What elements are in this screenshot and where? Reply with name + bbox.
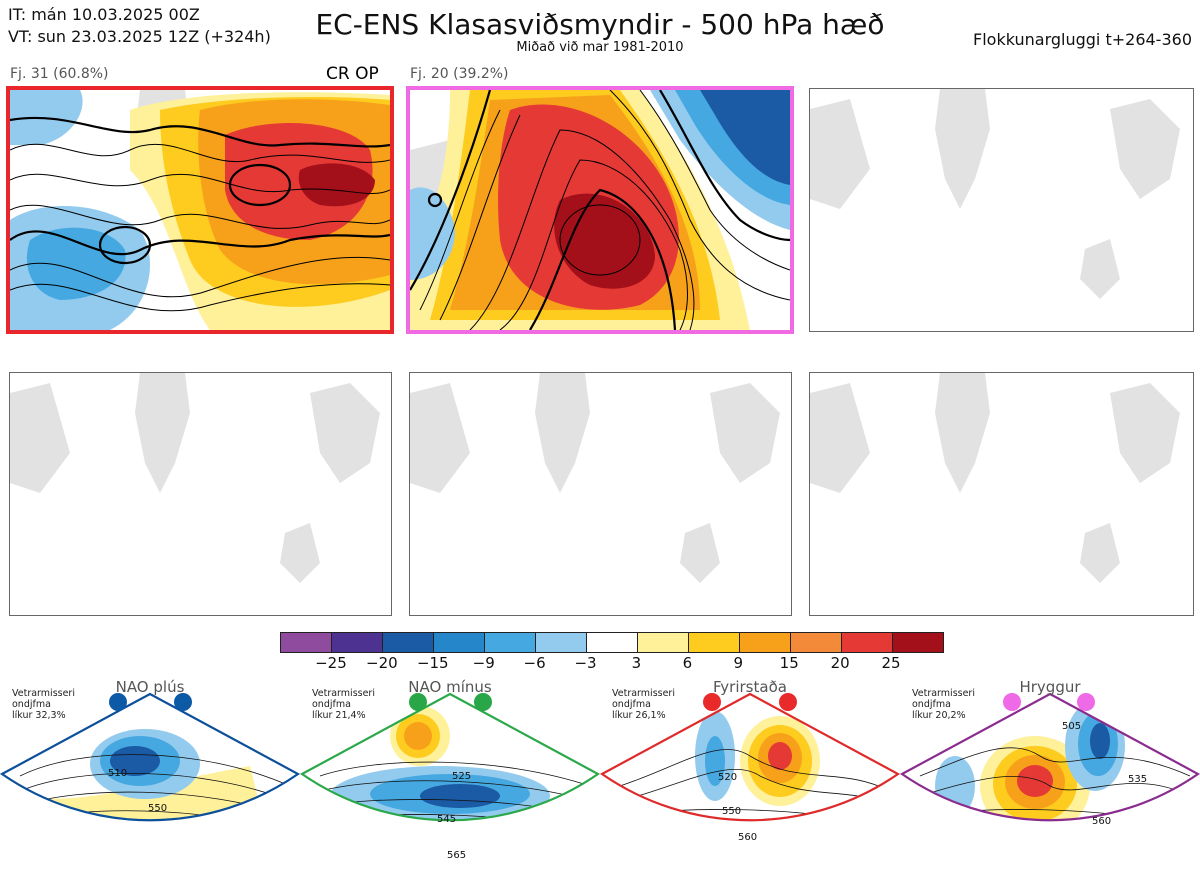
negative-anomaly-left <box>410 187 455 280</box>
regime-name: Fyrirstaða <box>713 678 787 696</box>
colorbar-tick-label: −25 <box>315 654 347 672</box>
regime-nao-plus: NAO plús Vetrarmisseri ondjfma líkur 32,… <box>0 676 300 871</box>
colorbar-tick-label: −20 <box>366 654 398 672</box>
regime-nao-minus: NAO mínus Vetrarmisseri ondjfma líkur 21… <box>300 676 600 871</box>
positive-anomaly-darkred <box>298 163 375 207</box>
colorbar-swatch <box>893 633 943 652</box>
contour-label: 560 <box>1092 816 1112 827</box>
regime-fan <box>900 692 1200 822</box>
empty-map-4 <box>809 372 1194 616</box>
regime-info: Vetrarmisseri ondjfma líkur 26,1% <box>612 688 675 721</box>
regime-info: Vetrarmisseri ondjfma líkur 21,4% <box>312 688 375 721</box>
colorbar-swatch <box>383 633 434 652</box>
contour-label: 525 <box>452 771 472 782</box>
contour-label: 560 <box>738 832 758 843</box>
cluster-2-map <box>406 86 794 334</box>
empty-map-3-land <box>410 373 780 583</box>
colorbar-swatch <box>842 633 893 652</box>
cluster-1-field <box>10 90 390 330</box>
colorbar-tick-label: −6 <box>523 654 546 672</box>
regime-name: NAO plús <box>115 678 185 696</box>
initial-time: IT: mán 10.03.2025 00Z <box>8 5 200 24</box>
regime-info: Vetrarmisseri ondjfma líkur 32,3% <box>12 688 75 721</box>
contour-label: 510 <box>108 768 128 779</box>
regime-info: Vetrarmisseri ondjfma líkur 20,2% <box>912 688 975 721</box>
contour-label: 550 <box>148 803 168 814</box>
colorbar-tick-label: 25 <box>881 654 901 672</box>
colorbar-swatch <box>587 633 638 652</box>
positive-anomaly-red <box>225 123 373 240</box>
header-info: IT: mán 10.03.2025 00Z VT: sun 23.03.202… <box>8 4 271 48</box>
colorbar-tick-label: 6 <box>682 654 693 672</box>
colorbar-swatch <box>434 633 485 652</box>
colorbar-tick-label: 15 <box>779 654 799 672</box>
contour-label: 520 <box>718 772 738 783</box>
cluster-2-label: Fj. 20 (39.2%) <box>410 66 509 82</box>
cluster-1-label: Fj. 31 (60.8%) <box>10 66 109 82</box>
contour-label: 535 <box>1128 774 1148 785</box>
colorbar-swatch <box>332 633 383 652</box>
cluster-1-map <box>6 86 394 334</box>
colorbar-tick-label: −9 <box>472 654 495 672</box>
empty-map-1 <box>809 88 1194 332</box>
page-title: EC-ENS Klasasviðsmyndir - 500 hPa hæð <box>315 8 885 41</box>
colorbar-swatch <box>791 633 842 652</box>
regime-name: Hryggur <box>1019 678 1081 696</box>
page-subtitle: Miðað við mar 1981-2010 <box>516 40 684 55</box>
empty-map-3 <box>409 372 792 616</box>
empty-map-2 <box>9 372 392 616</box>
regime-fan <box>300 692 600 822</box>
colorbar-swatch <box>281 633 332 652</box>
regime-ridge: Hryggur Vetrarmisseri ondjfma líkur 20,2… <box>900 676 1200 871</box>
empty-map-4-land <box>810 373 1180 583</box>
empty-map-2-land <box>10 373 380 583</box>
colorbar <box>280 632 944 653</box>
contour-label: 565 <box>447 850 467 861</box>
colorbar-swatch <box>638 633 689 652</box>
colorbar-swatch <box>485 633 536 652</box>
colorbar-swatch <box>536 633 587 652</box>
contour-label: 550 <box>722 806 742 817</box>
colorbar-swatch <box>740 633 791 652</box>
contour-label: 505 <box>1062 721 1082 732</box>
regime-blocking: Fyrirstaða Vetrarmisseri ondjfma líkur 2… <box>600 676 900 871</box>
regime-name: NAO mínus <box>408 678 492 696</box>
colorbar-tick-label: −3 <box>574 654 597 672</box>
colorbar-tick-label: 3 <box>631 654 642 672</box>
valid-time: VT: sun 23.03.2025 12Z (+324h) <box>8 27 271 46</box>
op-label: CR OP <box>326 64 379 84</box>
regime-fan <box>600 692 900 822</box>
empty-map-1-land <box>810 89 1180 299</box>
colorbar-tick-label: 20 <box>830 654 850 672</box>
contour-label: 545 <box>437 814 457 825</box>
colorbar-tick-label: −15 <box>416 654 449 672</box>
colorbar-swatch <box>689 633 740 652</box>
colorbar-tick-label: 9 <box>733 654 744 672</box>
regime-fan <box>0 692 300 822</box>
colorbar-ticks: −25 −20 −15 −9 −6 −3 3 6 9 15 20 25 <box>280 654 942 672</box>
negative-anomaly-darkblue <box>700 90 790 185</box>
classification-window: Flokkunargluggi t+264-360 <box>973 30 1192 49</box>
positive-anomaly-darkred <box>554 193 655 289</box>
cluster-2-field <box>410 90 790 330</box>
